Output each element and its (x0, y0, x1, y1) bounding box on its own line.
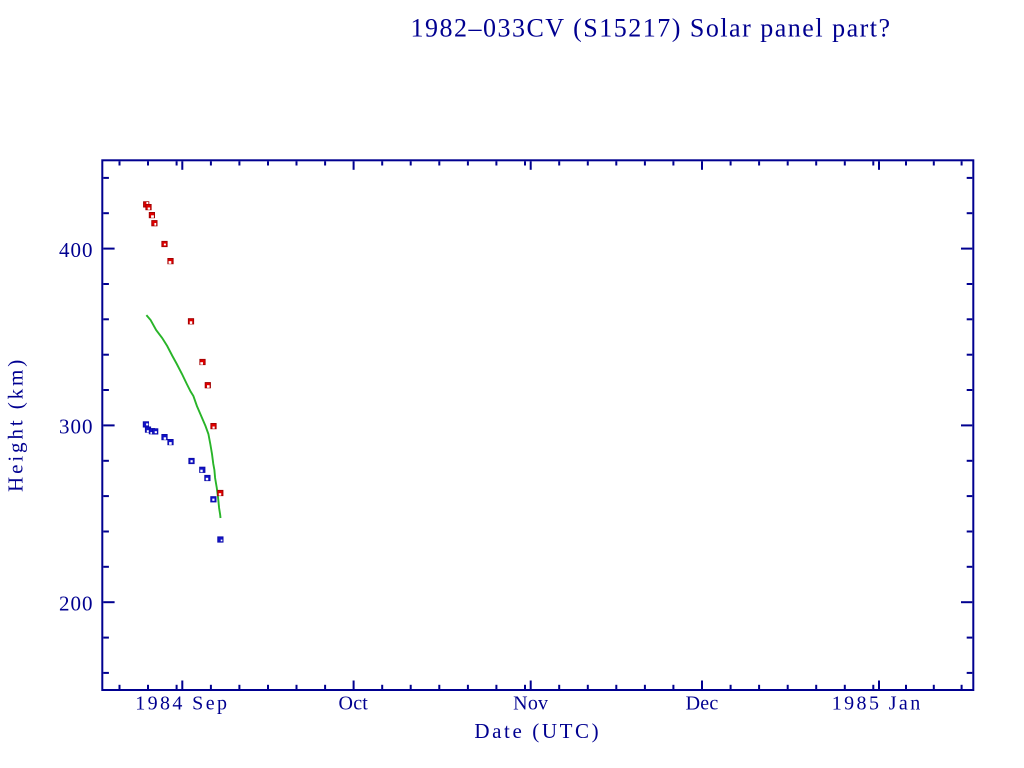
svg-text:Nov: Nov (513, 693, 548, 715)
svg-text:200: 200 (59, 592, 94, 616)
svg-text:Dec: Dec (686, 693, 719, 715)
svg-text:Date (UTC): Date (UTC) (474, 719, 601, 743)
svg-text:1982–033CV (S15217) Solar pane: 1982–033CV (S15217) Solar panel part? (410, 14, 891, 43)
svg-text:Height (km): Height (km) (4, 357, 28, 492)
svg-text:Oct: Oct (339, 693, 369, 715)
svg-text:1985 Jan: 1985 Jan (832, 693, 923, 715)
svg-text:300: 300 (59, 415, 94, 439)
svg-text:400: 400 (59, 238, 94, 262)
svg-text:1984 Sep: 1984 Sep (135, 693, 229, 715)
